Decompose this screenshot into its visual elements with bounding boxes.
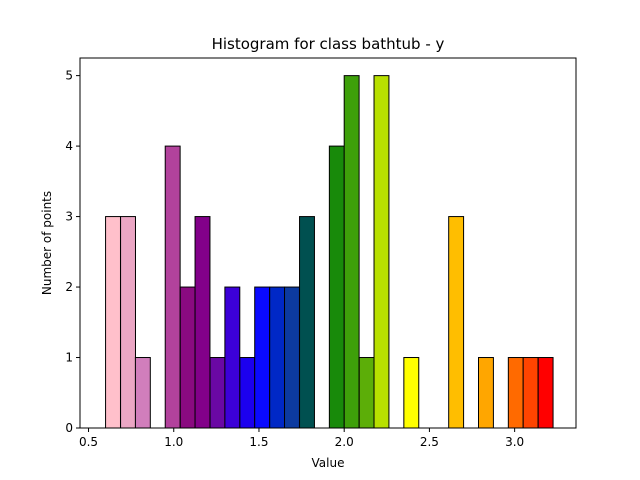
x-axis-ticks: 0.5 1.0 1.5 2.0 2.5 3.0 — [79, 428, 524, 449]
histogram-bar-25 — [478, 357, 494, 429]
histogram-bar-23 — [448, 216, 465, 429]
x-tick-label: 1.5 — [249, 435, 268, 449]
x-axis-label: Value — [312, 456, 345, 470]
y-tick-label: 2 — [65, 280, 73, 294]
histogram-bar-16 — [343, 75, 360, 429]
histogram-bar-15 — [328, 145, 345, 429]
histogram-bar-27 — [507, 357, 524, 429]
chart-title: Histogram for class bathtub - y — [212, 35, 445, 53]
histogram-bar-11 — [269, 286, 286, 429]
histogram-bar-4 — [164, 145, 181, 429]
x-tick-label: 0.5 — [79, 435, 98, 449]
x-tick-label: 3.0 — [505, 435, 524, 449]
y-axis-ticks: 0 1 2 3 4 5 — [65, 69, 80, 435]
histogram-bar-8 — [224, 286, 241, 429]
histogram-bar-28 — [522, 357, 539, 429]
histogram-bar-18 — [373, 75, 390, 429]
plot-frame — [79, 57, 577, 429]
y-tick-label: 5 — [65, 69, 73, 83]
x-tick-label: 1.0 — [164, 435, 183, 449]
histogram-bar-7 — [209, 357, 226, 429]
bars-group — [105, 75, 554, 429]
x-tick-label: 2.5 — [420, 435, 439, 449]
histogram-bar-20 — [403, 357, 420, 429]
histogram-bar-12 — [284, 286, 300, 429]
y-tick-label: 4 — [65, 139, 73, 153]
histogram-bar-13 — [299, 216, 315, 429]
histogram-bar-17 — [358, 357, 375, 429]
histogram-bar-6 — [194, 216, 211, 429]
histogram-bar-10 — [254, 286, 271, 429]
histogram-bar-1 — [120, 216, 136, 429]
histogram-bar-9 — [239, 357, 256, 429]
y-tick-label: 1 — [65, 351, 73, 365]
histogram-bar-29 — [537, 357, 554, 429]
x-tick-label: 2.0 — [335, 435, 354, 449]
histogram-bar-5 — [179, 286, 196, 429]
y-axis-label: Number of points — [40, 191, 54, 295]
histogram-bar-2 — [134, 357, 151, 429]
y-tick-label: 0 — [65, 421, 73, 435]
histogram-bar-0 — [105, 216, 121, 429]
y-tick-label: 3 — [65, 210, 73, 224]
